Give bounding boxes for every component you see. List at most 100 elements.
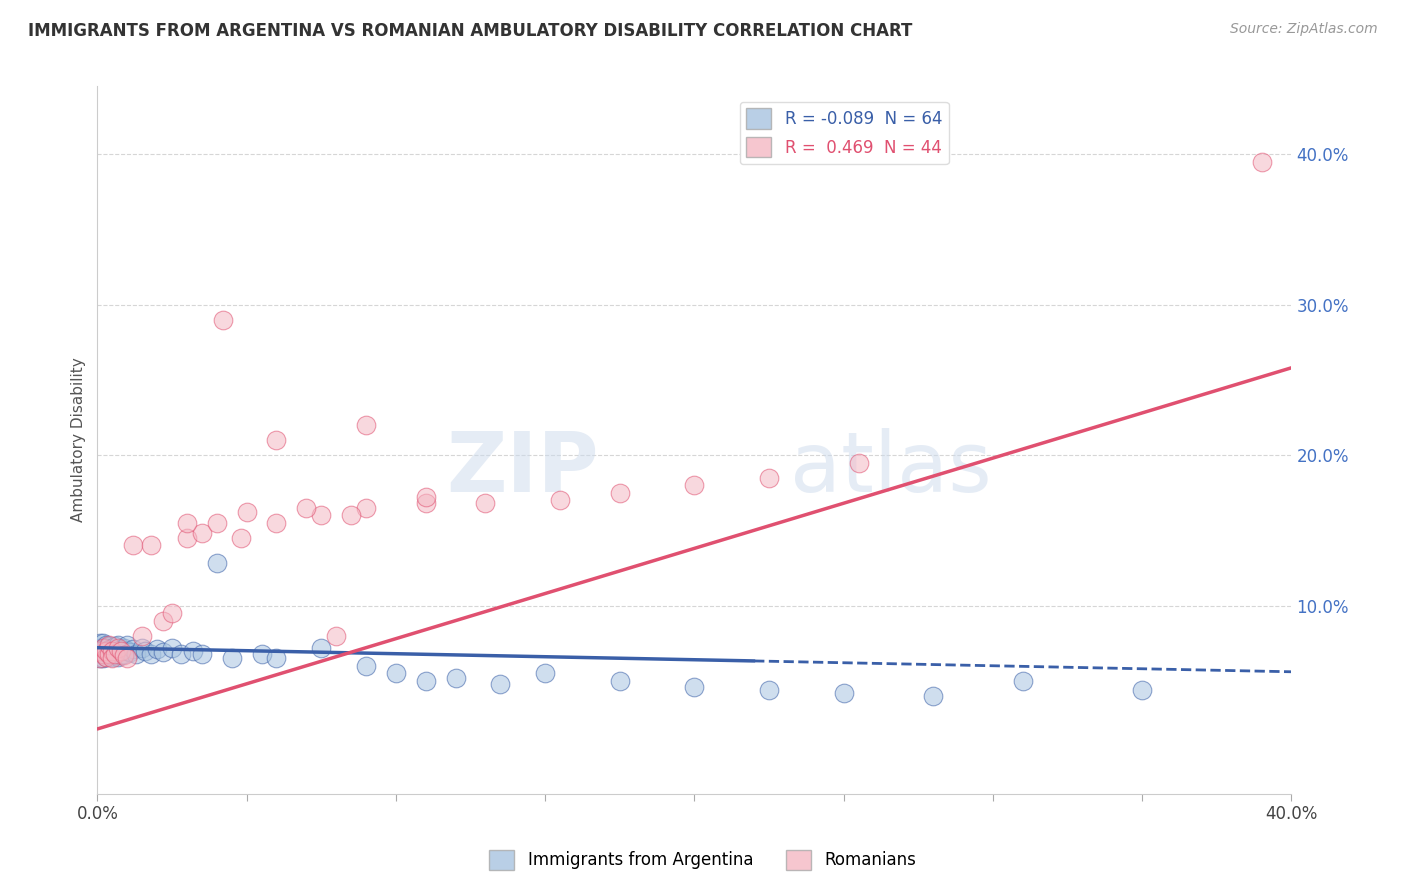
Point xyxy=(221,651,243,665)
Point xyxy=(534,666,557,681)
Point xyxy=(211,312,233,326)
Point xyxy=(758,470,780,484)
Point xyxy=(354,500,377,515)
Point xyxy=(89,651,111,665)
Point xyxy=(139,647,162,661)
Point xyxy=(91,643,114,657)
Point xyxy=(609,485,631,500)
Point xyxy=(112,648,135,663)
Point xyxy=(266,516,288,530)
Point xyxy=(96,643,118,657)
Point xyxy=(1011,673,1033,688)
Point xyxy=(548,493,571,508)
Point xyxy=(354,658,377,673)
Point xyxy=(489,677,512,691)
Point xyxy=(104,645,127,659)
Point xyxy=(176,516,198,530)
Point xyxy=(122,538,145,552)
Point xyxy=(110,643,132,657)
Point xyxy=(131,629,153,643)
Point xyxy=(101,649,124,664)
Point xyxy=(152,645,174,659)
Point xyxy=(250,647,273,661)
Point xyxy=(107,640,129,655)
Point xyxy=(98,648,121,663)
Legend: Immigrants from Argentina, Romanians: Immigrants from Argentina, Romanians xyxy=(482,843,924,877)
Point xyxy=(325,629,347,643)
Point xyxy=(96,643,118,657)
Point xyxy=(191,526,214,541)
Text: Source: ZipAtlas.com: Source: ZipAtlas.com xyxy=(1230,22,1378,37)
Point xyxy=(115,643,138,657)
Point xyxy=(295,500,318,515)
Point xyxy=(110,648,132,663)
Point xyxy=(229,531,252,545)
Point xyxy=(89,640,111,655)
Point xyxy=(107,643,129,657)
Point xyxy=(176,531,198,545)
Point xyxy=(444,671,467,685)
Point xyxy=(609,673,631,688)
Point xyxy=(104,648,127,663)
Point xyxy=(91,640,114,655)
Point xyxy=(101,651,124,665)
Point xyxy=(120,645,142,659)
Y-axis label: Ambulatory Disability: Ambulatory Disability xyxy=(72,358,86,523)
Point xyxy=(89,636,111,650)
Point xyxy=(96,649,118,664)
Point xyxy=(91,647,114,661)
Point xyxy=(181,643,204,657)
Point xyxy=(1250,154,1272,169)
Point xyxy=(415,490,437,504)
Point xyxy=(309,508,332,523)
Point xyxy=(758,682,780,697)
Point xyxy=(112,647,135,661)
Point xyxy=(848,456,870,470)
Point xyxy=(139,538,162,552)
Point xyxy=(309,640,332,655)
Point xyxy=(96,640,118,655)
Point xyxy=(107,649,129,664)
Point xyxy=(125,647,148,661)
Point xyxy=(160,606,183,620)
Point xyxy=(89,647,111,661)
Point xyxy=(91,651,114,665)
Point xyxy=(89,643,111,657)
Point xyxy=(115,638,138,652)
Point xyxy=(266,651,288,665)
Point xyxy=(832,686,855,700)
Point xyxy=(1130,682,1153,697)
Point xyxy=(170,647,193,661)
Point xyxy=(96,638,118,652)
Text: ZIP: ZIP xyxy=(446,428,599,508)
Point xyxy=(205,516,228,530)
Text: IMMIGRANTS FROM ARGENTINA VS ROMANIAN AMBULATORY DISABILITY CORRELATION CHART: IMMIGRANTS FROM ARGENTINA VS ROMANIAN AM… xyxy=(28,22,912,40)
Point xyxy=(683,478,706,492)
Point xyxy=(98,638,121,652)
Point xyxy=(191,647,214,661)
Point xyxy=(415,496,437,510)
Point xyxy=(89,643,111,657)
Point xyxy=(122,642,145,657)
Point xyxy=(89,651,111,665)
Point xyxy=(474,496,496,510)
Point xyxy=(134,643,156,657)
Point xyxy=(101,640,124,655)
Point xyxy=(107,638,129,652)
Point xyxy=(96,649,118,664)
Text: atlas: atlas xyxy=(790,428,991,508)
Point xyxy=(104,639,127,653)
Point xyxy=(101,643,124,657)
Point xyxy=(235,505,257,519)
Point xyxy=(131,640,153,655)
Point xyxy=(152,614,174,628)
Point xyxy=(415,673,437,688)
Point xyxy=(115,651,138,665)
Point xyxy=(98,639,121,653)
Point xyxy=(146,642,169,657)
Point xyxy=(205,557,228,571)
Point xyxy=(91,647,114,661)
Point xyxy=(385,666,408,681)
Point xyxy=(922,689,945,703)
Legend: R = -0.089  N = 64, R =  0.469  N = 44: R = -0.089 N = 64, R = 0.469 N = 44 xyxy=(740,102,949,164)
